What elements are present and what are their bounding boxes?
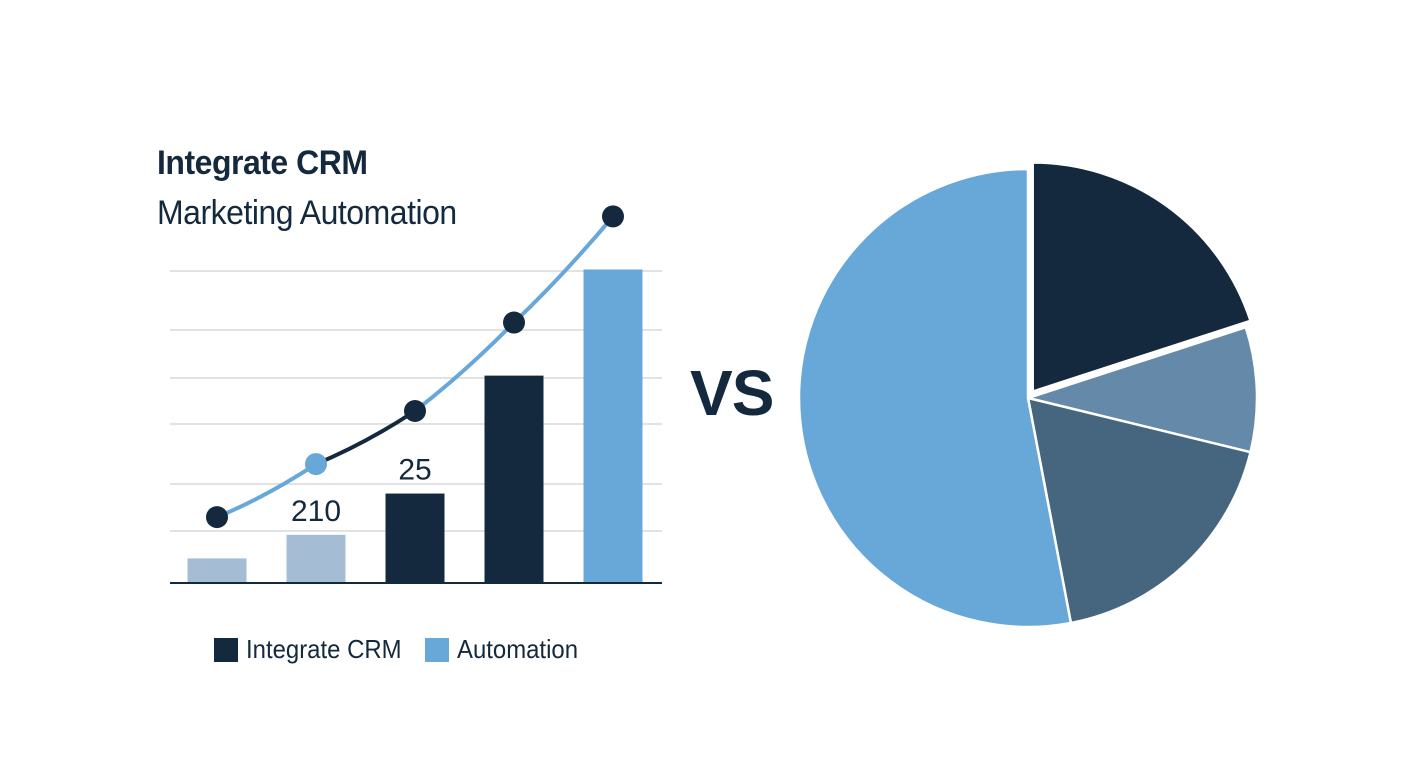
- trend-segment-1: [314, 409, 417, 467]
- trend-segment-3: [512, 214, 615, 325]
- pie-chart: [797, 161, 1259, 629]
- trend-point-4: [602, 205, 624, 228]
- pie-slice-0: [1031, 161, 1252, 393]
- trend-segment-0: [215, 462, 318, 520]
- legend-label-integrate-crm: Integrate CRM: [246, 634, 402, 664]
- bar-data-label-1: 210: [291, 495, 341, 528]
- bar-data-label-2: 25: [398, 454, 431, 487]
- legend-item-automation: Automation: [425, 634, 589, 665]
- bar-4: [583, 269, 643, 582]
- legend-swatch-automation: [425, 637, 450, 662]
- legend-swatch-integrate-crm: [214, 637, 238, 662]
- bar-0: [187, 558, 247, 582]
- trend-point-0: [206, 506, 228, 529]
- trend-point-2: [404, 400, 426, 422]
- trend-point-1: [305, 453, 327, 476]
- bar-1: [286, 534, 346, 582]
- legend: Integrate CRM Automation: [214, 634, 589, 665]
- chart-title-line-1: Integrate CRM: [157, 144, 368, 182]
- bar-2: [385, 493, 445, 582]
- bar-3: [484, 375, 544, 582]
- chart-title: Integrate CRM Marketing Automation: [157, 138, 476, 238]
- trend-segment-2: [413, 320, 516, 413]
- vs-label: VS: [690, 357, 774, 429]
- bar-series: [187, 269, 643, 582]
- bar-data-labels: 210 25: [291, 454, 432, 528]
- pie-slice-2: [1026, 396, 1252, 625]
- trend-point-3: [503, 311, 525, 334]
- pie-slice-1: [1026, 325, 1259, 454]
- trend-line: [206, 205, 624, 529]
- legend-label-automation: Automation: [457, 634, 579, 664]
- chart-title-line-2: Marketing Automation: [157, 194, 457, 232]
- pie-slice-3: [797, 167, 1073, 629]
- legend-item-integrate-crm: Integrate CRM: [214, 634, 415, 665]
